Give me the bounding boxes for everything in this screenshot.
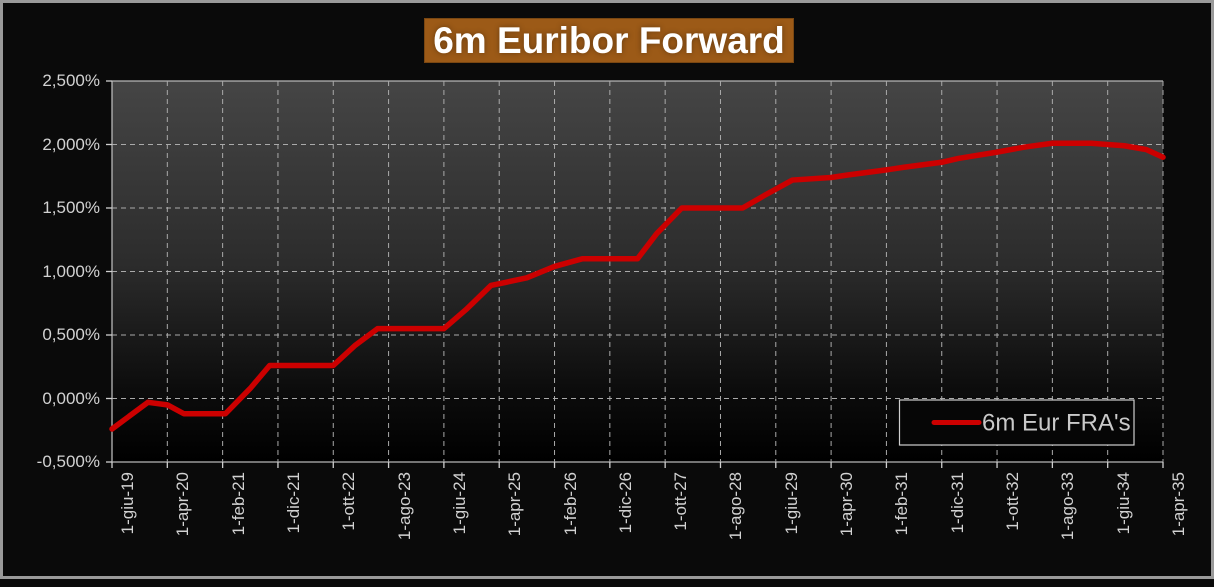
svg-text:6m Eur FRA's: 6m Eur FRA's — [982, 410, 1131, 437]
